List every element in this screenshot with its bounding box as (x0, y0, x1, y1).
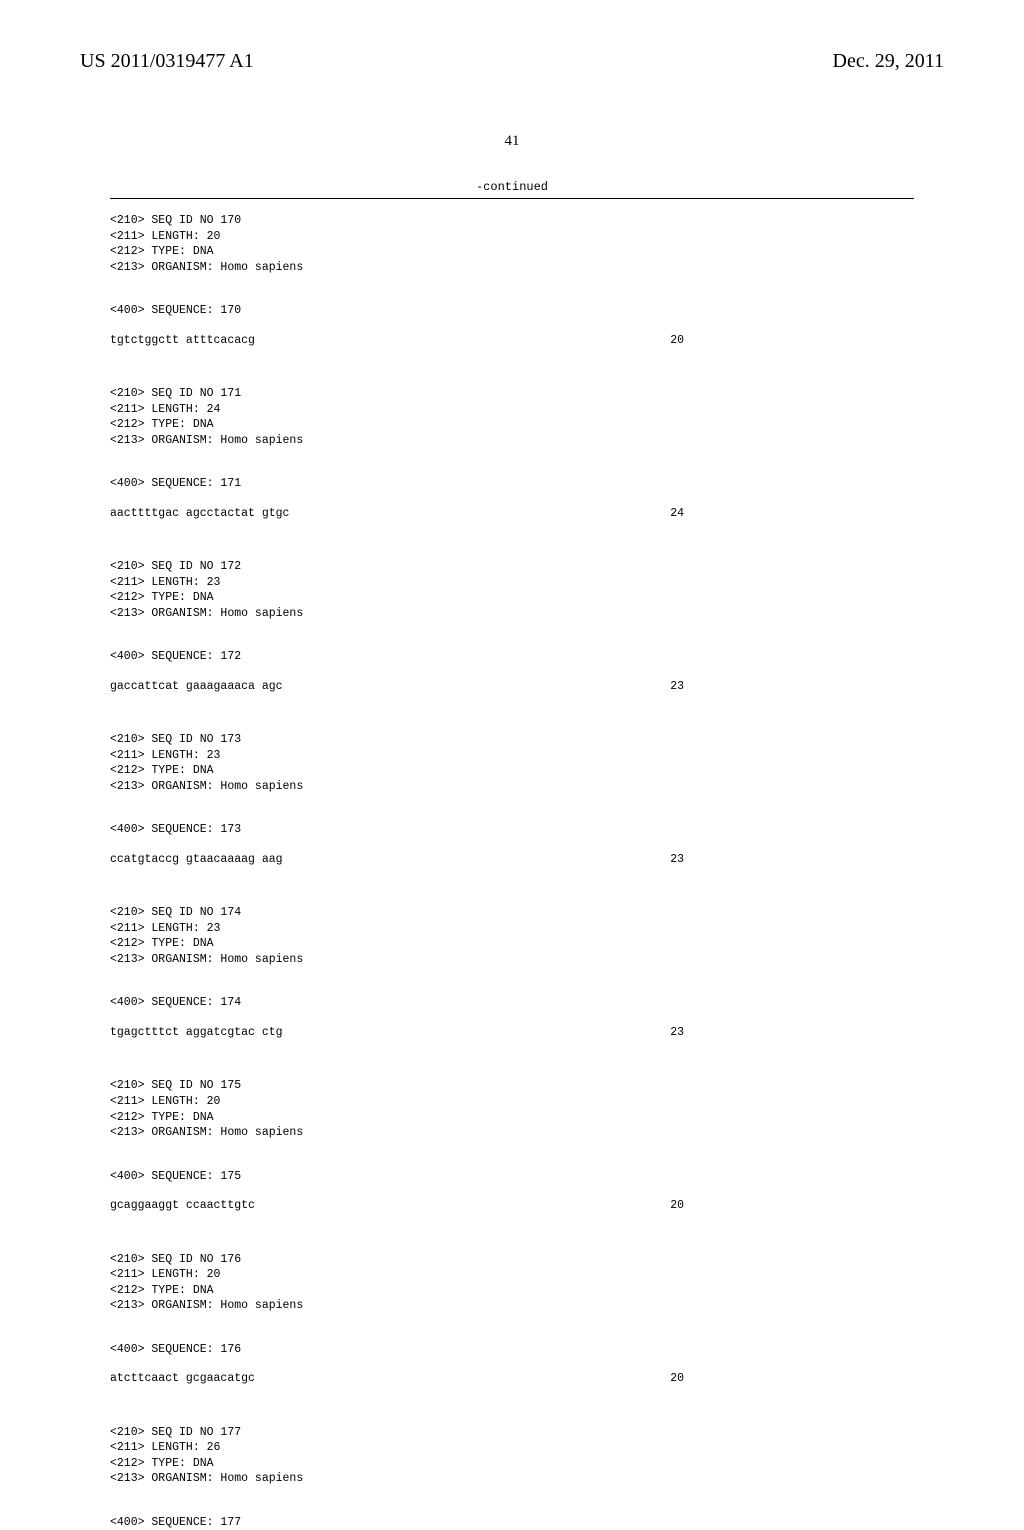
seq-len: 23 (670, 852, 684, 868)
seq-label: <400> SEQUENCE: 171 (110, 476, 914, 492)
seq-organism-line: <213> ORGANISM: Homo sapiens (110, 780, 303, 793)
seq-text: gaccattcat gaaagaaaca agc (110, 679, 283, 695)
seq-organism-line: <213> ORGANISM: Homo sapiens (110, 1472, 303, 1485)
seq-header: <210> SEQ ID NO 176 <211> LENGTH: 20 <21… (110, 1252, 914, 1314)
seq-len: 20 (670, 1371, 684, 1387)
seq-data-row: aacttttgac agcctactat gtgc 24 (110, 506, 914, 522)
seq-length-line: <211> LENGTH: 20 (110, 1095, 220, 1108)
seq-label: <400> SEQUENCE: 170 (110, 303, 914, 319)
seq-organism-line: <213> ORGANISM: Homo sapiens (110, 434, 303, 447)
seq-type-line: <212> TYPE: DNA (110, 591, 214, 604)
seq-label: <400> SEQUENCE: 175 (110, 1169, 914, 1185)
seq-data-row: tgagctttct aggatcgtac ctg 23 (110, 1025, 914, 1041)
seq-organism-line: <213> ORGANISM: Homo sapiens (110, 953, 303, 966)
seq-label: <400> SEQUENCE: 177 (110, 1515, 914, 1530)
page-number: 41 (0, 133, 1024, 150)
seq-data-row: gaccattcat gaaagaaaca agc 23 (110, 679, 914, 695)
seq-id-line: <210> SEQ ID NO 173 (110, 733, 241, 746)
divider-top (110, 198, 914, 199)
seq-id-line: <210> SEQ ID NO 171 (110, 387, 241, 400)
seq-label: <400> SEQUENCE: 172 (110, 649, 914, 665)
seq-header: <210> SEQ ID NO 175 <211> LENGTH: 20 <21… (110, 1078, 914, 1140)
seq-header: <210> SEQ ID NO 177 <211> LENGTH: 26 <21… (110, 1425, 914, 1487)
seq-data-row: ccatgtaccg gtaacaaaag aag 23 (110, 852, 914, 868)
seq-id-line: <210> SEQ ID NO 175 (110, 1079, 241, 1092)
seq-type-line: <212> TYPE: DNA (110, 1284, 214, 1297)
seq-text: gcaggaaggt ccaacttgtc (110, 1198, 255, 1214)
seq-organism-line: <213> ORGANISM: Homo sapiens (110, 607, 303, 620)
seq-data-row: tgtctggctt atttcacacg 20 (110, 333, 914, 349)
seq-length-line: <211> LENGTH: 20 (110, 230, 220, 243)
seq-len: 20 (670, 333, 684, 349)
seq-length-line: <211> LENGTH: 24 (110, 403, 220, 416)
seq-id-line: <210> SEQ ID NO 176 (110, 1253, 241, 1266)
seq-header: <210> SEQ ID NO 170 <211> LENGTH: 20 <21… (110, 213, 914, 275)
sequence-listing: -continued <210> SEQ ID NO 170 <211> LEN… (0, 180, 1024, 1530)
continued-label: -continued (110, 180, 914, 194)
seq-id-line: <210> SEQ ID NO 172 (110, 560, 241, 573)
seq-text: ccatgtaccg gtaacaaaag aag (110, 852, 283, 868)
seq-header: <210> SEQ ID NO 172 <211> LENGTH: 23 <21… (110, 559, 914, 621)
seq-type-line: <212> TYPE: DNA (110, 937, 214, 950)
seq-text: tgtctggctt atttcacacg (110, 333, 255, 349)
seq-len: 20 (670, 1198, 684, 1214)
seq-organism-line: <213> ORGANISM: Homo sapiens (110, 1299, 303, 1312)
seq-data-row: gcaggaaggt ccaacttgtc 20 (110, 1198, 914, 1214)
seq-len: 24 (670, 506, 684, 522)
seq-label: <400> SEQUENCE: 174 (110, 995, 914, 1011)
publication-number: US 2011/0319477 A1 (80, 50, 254, 73)
seq-label: <400> SEQUENCE: 176 (110, 1342, 914, 1358)
seq-type-line: <212> TYPE: DNA (110, 764, 214, 777)
seq-text: aacttttgac agcctactat gtgc (110, 506, 289, 522)
seq-length-line: <211> LENGTH: 23 (110, 749, 220, 762)
seq-length-line: <211> LENGTH: 26 (110, 1441, 220, 1454)
seq-label: <400> SEQUENCE: 173 (110, 822, 914, 838)
page-header: US 2011/0319477 A1 Dec. 29, 2011 (0, 0, 1024, 83)
seq-type-line: <212> TYPE: DNA (110, 245, 214, 258)
seq-data-row: atcttcaact gcgaacatgc 20 (110, 1371, 914, 1387)
seq-organism-line: <213> ORGANISM: Homo sapiens (110, 1126, 303, 1139)
seq-text: atcttcaact gcgaacatgc (110, 1371, 255, 1387)
seq-id-line: <210> SEQ ID NO 177 (110, 1426, 241, 1439)
seq-type-line: <212> TYPE: DNA (110, 1457, 214, 1470)
seq-id-line: <210> SEQ ID NO 174 (110, 906, 241, 919)
seq-length-line: <211> LENGTH: 23 (110, 922, 220, 935)
seq-length-line: <211> LENGTH: 20 (110, 1268, 220, 1281)
seq-header: <210> SEQ ID NO 171 <211> LENGTH: 24 <21… (110, 386, 914, 448)
seq-id-line: <210> SEQ ID NO 170 (110, 214, 241, 227)
seq-len: 23 (670, 679, 684, 695)
seq-len: 23 (670, 1025, 684, 1041)
seq-organism-line: <213> ORGANISM: Homo sapiens (110, 261, 303, 274)
seq-length-line: <211> LENGTH: 23 (110, 576, 220, 589)
seq-text: tgagctttct aggatcgtac ctg (110, 1025, 283, 1041)
seq-header: <210> SEQ ID NO 174 <211> LENGTH: 23 <21… (110, 905, 914, 967)
seq-type-line: <212> TYPE: DNA (110, 418, 214, 431)
seq-type-line: <212> TYPE: DNA (110, 1111, 214, 1124)
seq-header: <210> SEQ ID NO 173 <211> LENGTH: 23 <21… (110, 732, 914, 794)
publication-date: Dec. 29, 2011 (833, 50, 944, 73)
